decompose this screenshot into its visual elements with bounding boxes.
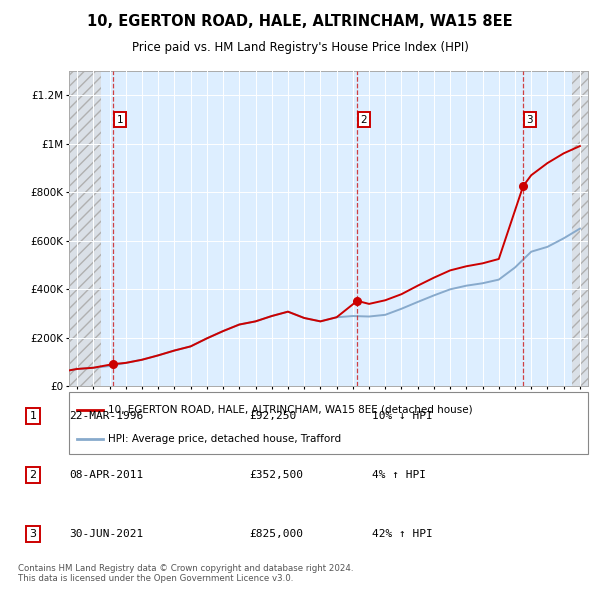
- Text: Contains HM Land Registry data © Crown copyright and database right 2024.
This d: Contains HM Land Registry data © Crown c…: [18, 563, 353, 583]
- Text: 10, EGERTON ROAD, HALE, ALTRINCHAM, WA15 8EE (detached house): 10, EGERTON ROAD, HALE, ALTRINCHAM, WA15…: [108, 405, 473, 415]
- Text: 10, EGERTON ROAD, HALE, ALTRINCHAM, WA15 8EE: 10, EGERTON ROAD, HALE, ALTRINCHAM, WA15…: [87, 14, 513, 28]
- Text: 10% ↓ HPI: 10% ↓ HPI: [372, 411, 433, 421]
- Text: 1: 1: [116, 114, 123, 124]
- Text: 42% ↑ HPI: 42% ↑ HPI: [372, 529, 433, 539]
- FancyBboxPatch shape: [69, 392, 588, 454]
- Text: £352,500: £352,500: [249, 470, 303, 480]
- Text: HPI: Average price, detached house, Trafford: HPI: Average price, detached house, Traf…: [108, 434, 341, 444]
- Bar: [69, 71, 101, 386]
- Text: 1: 1: [29, 411, 37, 421]
- Bar: [572, 71, 588, 386]
- Text: 2: 2: [29, 470, 37, 480]
- Text: 3: 3: [526, 114, 533, 124]
- Text: 3: 3: [29, 529, 37, 539]
- Text: 4% ↑ HPI: 4% ↑ HPI: [372, 470, 426, 480]
- Text: 30-JUN-2021: 30-JUN-2021: [69, 529, 143, 539]
- Text: 2: 2: [361, 114, 367, 124]
- Text: 08-APR-2011: 08-APR-2011: [69, 470, 143, 480]
- Text: Price paid vs. HM Land Registry's House Price Index (HPI): Price paid vs. HM Land Registry's House …: [131, 41, 469, 54]
- Text: £92,250: £92,250: [249, 411, 296, 421]
- Text: 22-MAR-1996: 22-MAR-1996: [69, 411, 143, 421]
- Text: £825,000: £825,000: [249, 529, 303, 539]
- Bar: [572, 71, 588, 386]
- Bar: [69, 71, 101, 386]
